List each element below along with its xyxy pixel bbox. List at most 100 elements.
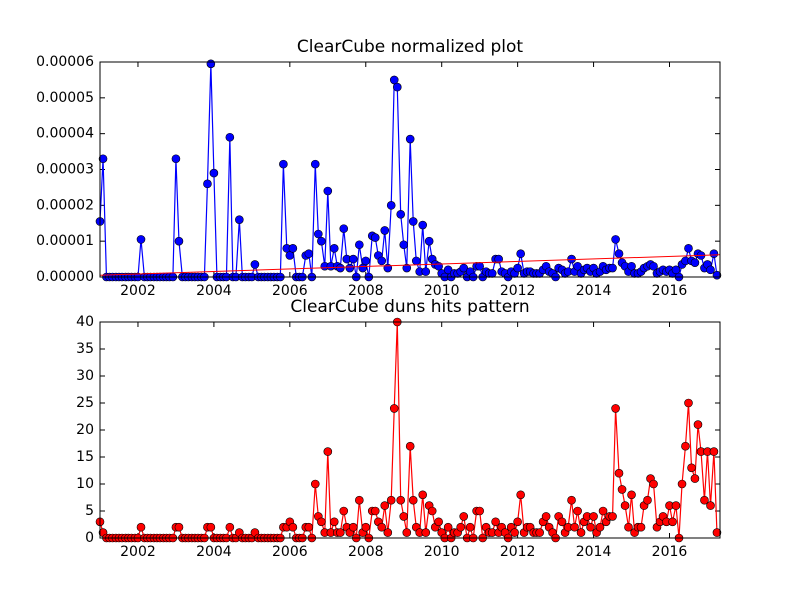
data-point [624, 522, 633, 532]
data-point [617, 485, 627, 494]
data-point [706, 501, 715, 510]
axes-frame [99, 321, 721, 539]
data-point [620, 501, 630, 510]
data-point [203, 179, 212, 189]
data-point [459, 512, 469, 521]
y-tick-label: 25 [76, 395, 94, 411]
data-point [408, 217, 418, 226]
data-point [380, 501, 390, 510]
data-point [279, 159, 288, 169]
x-tick-label: 2016 [652, 283, 688, 299]
y-tick-label: 30 [76, 368, 94, 384]
data-point [709, 249, 719, 259]
data-point [627, 490, 636, 500]
data-point [361, 256, 371, 266]
data-point [693, 420, 703, 429]
data-point [329, 244, 339, 253]
data-point [370, 506, 380, 516]
data-point [206, 522, 216, 532]
y-tick-label: 0.00000 [36, 269, 94, 285]
x-tick-label: 2004 [196, 544, 232, 560]
y-tick-label: 15 [76, 449, 94, 465]
x-tick-label: 2002 [120, 544, 156, 560]
x-tick-label: 2008 [348, 283, 384, 299]
data-point [389, 75, 399, 85]
data-point [418, 220, 428, 230]
data-point [709, 447, 719, 456]
data-point [348, 254, 358, 264]
data-point [671, 265, 681, 275]
data-point [516, 249, 525, 259]
data-point [136, 235, 146, 244]
y-tick-label: 0.00002 [36, 197, 94, 213]
data-point [668, 517, 677, 527]
y-tick-label: 40 [76, 314, 94, 330]
data-point [614, 468, 624, 478]
trend-line [99, 254, 721, 276]
axes-frame [99, 61, 721, 278]
x-tick-label: 2002 [120, 283, 156, 299]
data-point [443, 522, 453, 532]
data-point [370, 233, 380, 242]
data-point [329, 517, 339, 527]
plot-area [95, 59, 722, 282]
data-point [411, 256, 421, 266]
chart-title: ClearCube duns hits pattern [290, 297, 529, 317]
data-point [355, 240, 364, 250]
data-point [671, 501, 681, 510]
x-tick-label: 2006 [272, 283, 308, 299]
data-point [434, 261, 443, 271]
chart-title: ClearCube normalized plot [297, 37, 524, 57]
data-point [598, 506, 608, 516]
data-point [348, 522, 358, 532]
x-tick-label: 2010 [424, 544, 460, 560]
data-point [209, 168, 219, 178]
data-point [557, 517, 567, 527]
data-point [310, 159, 320, 169]
plot-area [95, 317, 722, 543]
data-point [535, 528, 544, 537]
data-point [421, 267, 431, 276]
x-tick-label: 2004 [196, 283, 232, 299]
data-point [586, 522, 595, 532]
data-point [288, 244, 298, 253]
data-point [421, 528, 431, 537]
data-point [98, 154, 108, 164]
data-point [456, 522, 465, 532]
data-point [339, 224, 349, 233]
x-tick-label: 2016 [652, 544, 688, 560]
data-point [383, 528, 393, 537]
data-point [611, 235, 620, 244]
data-point [690, 258, 700, 267]
data-point [408, 495, 418, 505]
y-tick-label: 0.00001 [36, 233, 94, 249]
data-point [465, 522, 475, 532]
data-point [494, 254, 503, 264]
data-point [336, 528, 345, 537]
data-point [677, 479, 687, 489]
data-point [706, 265, 715, 275]
data-point [510, 528, 519, 537]
data-point [386, 201, 396, 210]
data-point [317, 236, 326, 246]
data-point [700, 495, 709, 505]
data-point [608, 263, 617, 273]
data-point [304, 249, 314, 259]
data-point [304, 522, 314, 532]
x-tick-label: 2014 [576, 544, 612, 560]
data-point [424, 236, 434, 246]
y-tick-label: 35 [76, 341, 94, 357]
y-tick-label: 0.00005 [36, 90, 94, 106]
data-point [235, 215, 244, 224]
data-point [392, 82, 402, 92]
data-point [174, 522, 184, 532]
data-point [608, 512, 617, 521]
data-point [314, 229, 323, 239]
x-tick-label: 2008 [348, 544, 384, 560]
data-point [570, 522, 579, 532]
data-point [690, 474, 700, 483]
data-point [386, 495, 396, 505]
x-tick-label: 2010 [424, 283, 460, 299]
data-point [418, 490, 428, 500]
